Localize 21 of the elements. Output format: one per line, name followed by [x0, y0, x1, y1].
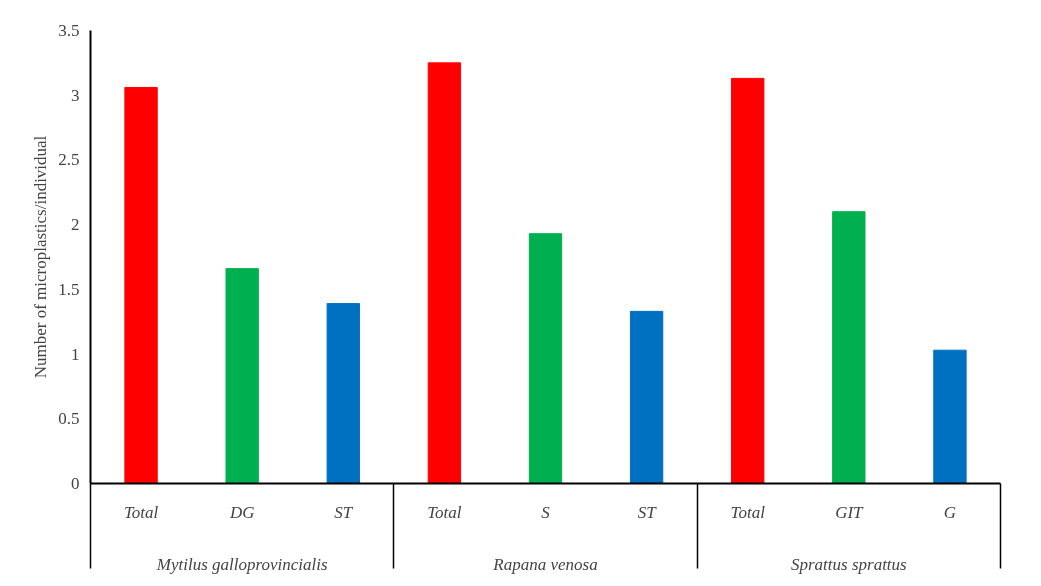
x-tick-label: G [943, 502, 957, 522]
y-tick-label: 2 [71, 215, 80, 235]
x-tick-label: Total [427, 502, 462, 522]
text: Rapana venosa [492, 554, 598, 574]
x-tick-label: DG [228, 502, 255, 522]
y-tick-label: 0.5 [58, 409, 80, 429]
x-tick-label: ST [637, 502, 658, 522]
y-tick-label: 3.5 [58, 21, 80, 40]
x-tick-label: Total [123, 502, 159, 522]
y-axis-title: Number of microplastics/individual [31, 135, 51, 379]
y-tick-label: 3 [71, 85, 80, 105]
y-tick-label: 1.5 [58, 279, 80, 299]
x-tick-label: Total [730, 502, 766, 522]
x-tick-label: S [541, 502, 551, 522]
x-tick-label: ST [334, 502, 354, 522]
y-tick-label: 1 [71, 344, 80, 364]
y-tick-label: 2.5 [58, 150, 80, 170]
text: Mytilus galloprovincialis [155, 554, 328, 574]
x-tick-label: GIT [835, 502, 865, 522]
text: Sprattus sprattus [790, 554, 908, 574]
y-tick-label: 0 [71, 474, 80, 493]
